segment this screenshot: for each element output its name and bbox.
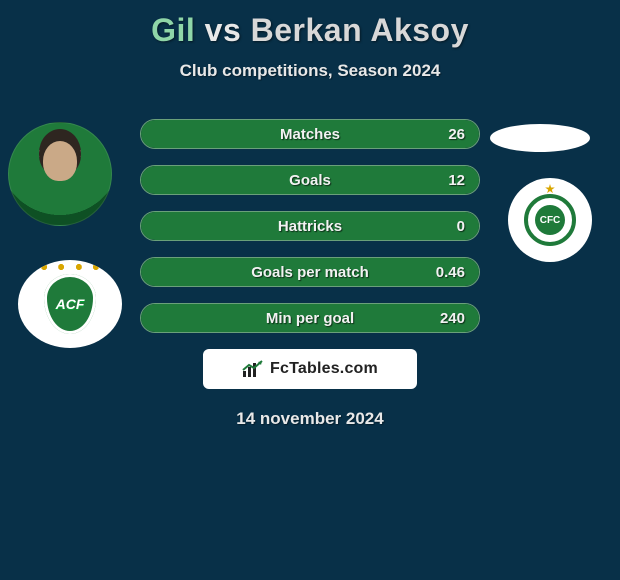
footer-date: 14 november 2024 bbox=[0, 409, 620, 429]
stat-bar: Matches26 bbox=[140, 119, 480, 149]
stat-bar-value: 240 bbox=[440, 304, 465, 332]
club-badge-right: CFC bbox=[508, 178, 592, 262]
club-badge-left: ACF bbox=[18, 260, 122, 348]
brand-text: FcTables.com bbox=[270, 360, 378, 378]
stat-bar: Goals12 bbox=[140, 165, 480, 195]
brand-chart-icon bbox=[242, 360, 264, 378]
stat-bar-label: Goals bbox=[141, 166, 479, 194]
stats-bars: Matches26 Goals12 Hattricks0 Goals per matc… bbox=[140, 119, 480, 333]
stat-bar-value: 12 bbox=[448, 166, 465, 194]
stat-bar-value: 0.46 bbox=[436, 258, 465, 286]
title-vs: vs bbox=[205, 12, 242, 48]
crest-acf-label: ACF bbox=[44, 274, 96, 334]
page-title: Gil vs Berkan Aksoy bbox=[0, 0, 620, 49]
crest-cfc-icon: CFC bbox=[524, 194, 576, 246]
player-avatar-right-placeholder bbox=[490, 124, 590, 152]
stat-bar: Hattricks0 bbox=[140, 211, 480, 241]
stat-bar: Min per goal240 bbox=[140, 303, 480, 333]
brand-badge: FcTables.com bbox=[203, 349, 417, 389]
stat-bar: Goals per match0.46 bbox=[140, 257, 480, 287]
stat-bar-label: Goals per match bbox=[141, 258, 479, 286]
stat-bar-value: 26 bbox=[448, 120, 465, 148]
title-player1: Gil bbox=[151, 12, 195, 48]
stat-bar-value: 0 bbox=[457, 212, 465, 240]
subtitle: Club competitions, Season 2024 bbox=[0, 61, 620, 81]
stat-bar-label: Matches bbox=[141, 120, 479, 148]
crest-cfc-label: CFC bbox=[535, 205, 565, 235]
stat-bar-label: Min per goal bbox=[141, 304, 479, 332]
player-avatar-left bbox=[8, 122, 112, 226]
crest-acf-icon: ACF bbox=[44, 274, 96, 334]
title-player2: Berkan Aksoy bbox=[251, 12, 469, 48]
stat-bar-label: Hattricks bbox=[141, 212, 479, 240]
